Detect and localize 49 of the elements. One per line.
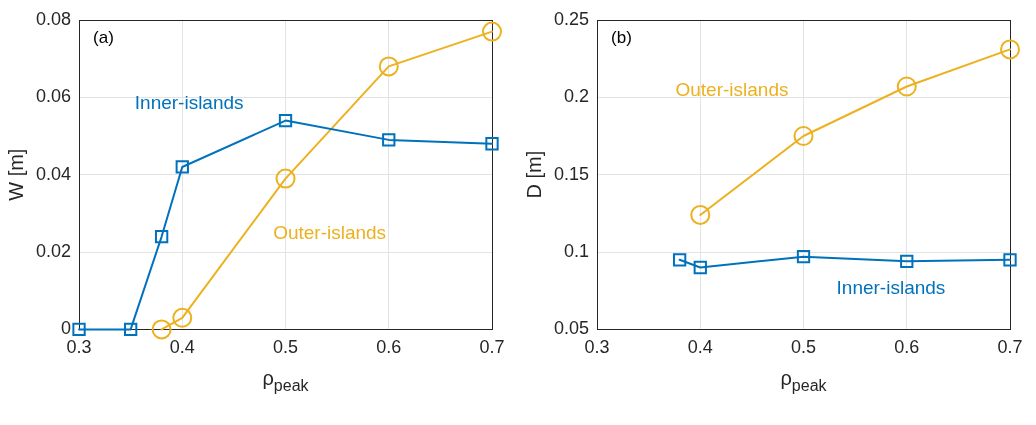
point — [175, 160, 189, 174]
x-tick-label: 0.3 — [584, 337, 610, 358]
series-label: Inner-islands — [134, 91, 244, 113]
point — [382, 133, 396, 147]
y-tick-label: 0.15 — [553, 163, 590, 184]
point — [485, 137, 499, 151]
point — [693, 260, 707, 275]
y-tick-label: 0.04 — [35, 163, 72, 184]
point — [793, 126, 814, 147]
x-tick-label: 0.7 — [479, 337, 505, 358]
y-axis-title: D [m] — [522, 150, 545, 199]
x-tick-label: 0.3 — [66, 337, 92, 358]
x-tick-label: 0.4 — [169, 337, 195, 358]
point — [151, 319, 172, 340]
y-axis-title: W [m] — [4, 148, 27, 201]
y-tick-label: 0.25 — [553, 8, 590, 29]
point — [278, 113, 293, 128]
point — [896, 76, 917, 97]
x-tick-label: 0.5 — [791, 337, 817, 358]
point — [154, 229, 169, 244]
y-tick-label: 0.02 — [35, 241, 72, 262]
y-tick-label: 0.2 — [564, 86, 590, 107]
point — [72, 322, 86, 337]
y-tick-label: 0.05 — [553, 318, 590, 339]
point — [690, 204, 711, 225]
series-label: Inner-islands — [836, 277, 946, 299]
annotation: (b) — [611, 27, 632, 47]
x-tick-label: 0.5 — [273, 337, 299, 358]
point — [482, 21, 502, 42]
series-label: Outer-islands — [273, 221, 387, 243]
y-tick-label: 0.06 — [35, 86, 72, 107]
point — [672, 253, 687, 267]
point — [796, 250, 811, 264]
point — [124, 322, 138, 337]
x-tick-label: 0.6 — [894, 337, 920, 358]
annotation: (a) — [93, 27, 114, 47]
y-tick-label: 0.1 — [564, 241, 590, 262]
x-tick-label: 0.6 — [376, 337, 402, 358]
x-tick-label: 0.7 — [997, 337, 1023, 358]
point — [172, 307, 193, 328]
series-label: Outer-islands — [675, 79, 789, 101]
y-tick-label: 0 — [61, 318, 72, 339]
point — [900, 254, 914, 268]
point — [275, 168, 296, 189]
y-tick-label: 0.08 — [35, 8, 72, 29]
point — [378, 56, 399, 77]
point — [1003, 253, 1017, 267]
x-tick-label: 0.4 — [687, 337, 713, 358]
point — [1000, 39, 1020, 60]
